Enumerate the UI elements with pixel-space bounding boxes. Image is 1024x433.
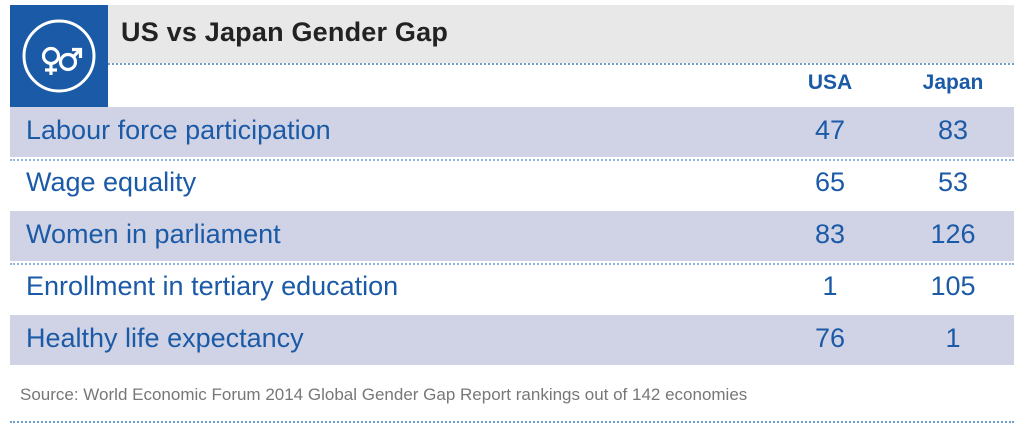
bottom-divider — [10, 421, 1014, 423]
table-row: Women in parliament 83 126 — [10, 211, 1014, 261]
chart-title: US vs Japan Gender Gap — [121, 17, 449, 47]
row-label: Enrollment in tertiary education — [26, 271, 399, 301]
row-label: Wage equality — [26, 167, 197, 197]
japan-value: 1 — [945, 323, 961, 353]
column-header-japan: Japan — [922, 71, 984, 94]
usa-value: 83 — [814, 219, 846, 249]
row-label: Women in parliament — [26, 219, 281, 249]
row-label: Healthy life expectancy — [26, 323, 304, 353]
japan-value: 83 — [937, 115, 969, 145]
column-header-usa: USA — [807, 71, 853, 94]
usa-value: 1 — [822, 271, 838, 301]
table-row: Wage equality 65 53 — [10, 159, 1014, 209]
usa-value: 76 — [814, 323, 846, 353]
source-note: Source: World Economic Forum 2014 Global… — [20, 385, 748, 404]
gender-symbols-icon — [22, 19, 96, 93]
table-row: Labour force participation 47 83 — [10, 107, 1014, 157]
row-divider — [10, 263, 1014, 265]
table-row: Enrollment in tertiary education 1 105 — [10, 263, 1014, 313]
header-divider — [108, 63, 1014, 65]
usa-value: 65 — [814, 167, 846, 197]
icon-tile — [10, 5, 108, 107]
usa-value: 47 — [814, 115, 846, 145]
japan-value: 126 — [930, 219, 976, 249]
row-label: Labour force participation — [26, 115, 331, 145]
japan-value: 105 — [930, 271, 976, 301]
row-divider — [10, 159, 1014, 161]
title-band — [108, 5, 1014, 63]
japan-value: 53 — [937, 167, 969, 197]
table-row: Healthy life expectancy 76 1 — [10, 315, 1014, 365]
